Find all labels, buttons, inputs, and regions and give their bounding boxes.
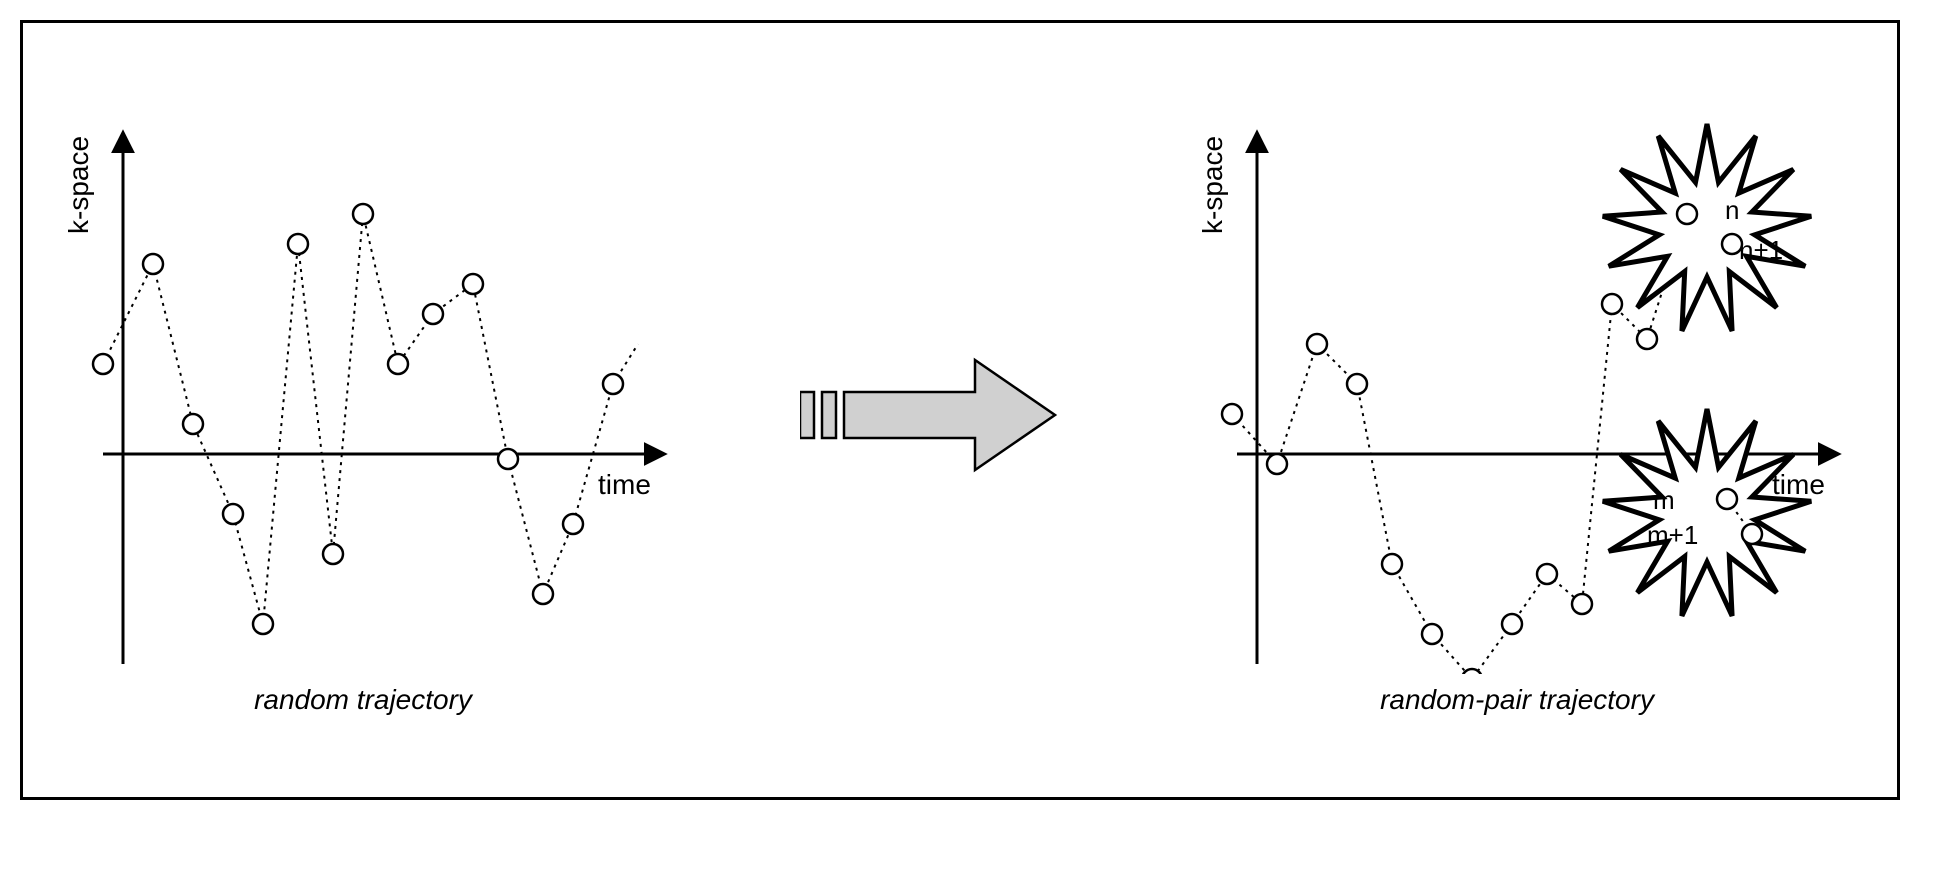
right-chart: k-space time nn+1 m m+1 bbox=[1177, 114, 1857, 674]
data-point bbox=[603, 374, 623, 394]
x-axis-label: time bbox=[598, 469, 651, 500]
data-point bbox=[563, 514, 583, 534]
data-point bbox=[353, 204, 373, 224]
data-point bbox=[93, 354, 113, 374]
data-point bbox=[288, 234, 308, 254]
data-point bbox=[423, 304, 443, 324]
x-axis-label: time bbox=[1772, 469, 1825, 500]
data-point bbox=[463, 274, 483, 294]
data-point bbox=[1382, 554, 1402, 574]
burst-label: n bbox=[1725, 195, 1739, 225]
y-axis-label: k-space bbox=[1197, 136, 1228, 234]
data-point bbox=[1347, 374, 1367, 394]
data-point bbox=[253, 614, 273, 634]
data-point bbox=[1572, 594, 1592, 614]
burst-label: m+1 bbox=[1647, 520, 1698, 550]
data-point bbox=[498, 449, 518, 469]
data-point bbox=[1537, 564, 1557, 584]
left-chart-wrapper: k-space time random trajectory bbox=[43, 114, 683, 716]
data-point bbox=[143, 254, 163, 274]
data-point bbox=[1502, 614, 1522, 634]
burst-label: n+1 bbox=[1739, 235, 1783, 265]
left-chart: k-space time bbox=[43, 114, 683, 674]
data-point bbox=[1637, 329, 1657, 349]
data-point bbox=[1422, 624, 1442, 644]
data-point bbox=[1602, 294, 1622, 314]
diagram-container: k-space time random trajectory k-space tim… bbox=[20, 20, 1900, 800]
data-point bbox=[1222, 404, 1242, 424]
data-point bbox=[223, 504, 243, 524]
starburst bbox=[1603, 124, 1811, 331]
left-caption: random trajectory bbox=[254, 684, 472, 716]
burst-label: m bbox=[1653, 485, 1675, 515]
data-point bbox=[1267, 454, 1287, 474]
transition-arrow bbox=[800, 350, 1060, 480]
data-point bbox=[388, 354, 408, 374]
y-axis-label: k-space bbox=[63, 136, 94, 234]
data-point bbox=[183, 414, 203, 434]
right-caption: random-pair trajectory bbox=[1380, 684, 1654, 716]
data-point bbox=[533, 584, 553, 604]
right-chart-wrapper: k-space time nn+1 m m+1 random-pair trajecto… bbox=[1177, 114, 1857, 716]
data-point bbox=[323, 544, 343, 564]
starburst bbox=[1603, 409, 1811, 616]
data-point bbox=[1307, 334, 1327, 354]
